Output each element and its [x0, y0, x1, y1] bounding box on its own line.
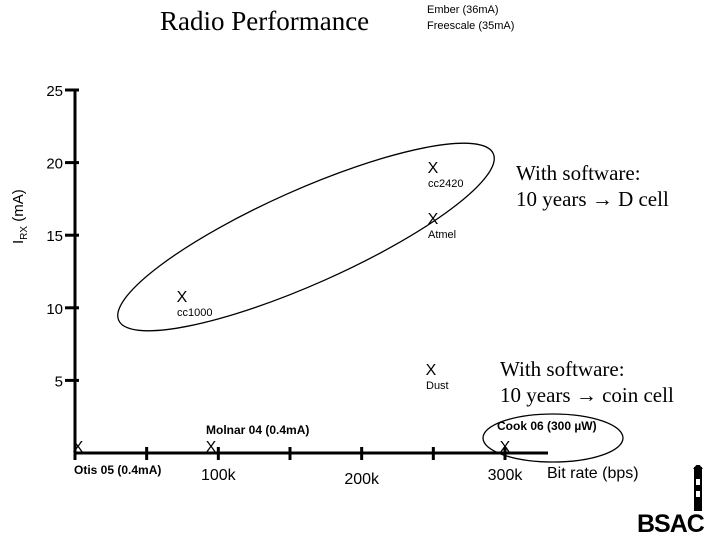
- data-point-label: Cook 06 (300 µW): [497, 419, 597, 433]
- campanile-logo-icon: [693, 465, 703, 511]
- arrow-icon: →: [575, 383, 597, 407]
- data-points: X Otis 05 (0.4mA) X Molnar 04 (0.4mA) X Cook …: [73, 160, 597, 477]
- data-point-marker: X: [73, 439, 84, 456]
- data-point-label: cc2420: [428, 178, 463, 190]
- highlight-ellipse-cook06: [482, 413, 624, 463]
- legend-entry-freescale: Freescale (35mA): [427, 20, 515, 32]
- data-point-marker: X: [428, 160, 439, 177]
- data-point-label: cc1000: [177, 307, 212, 319]
- data-point-marker: X: [500, 439, 511, 456]
- data-point-marker: X: [177, 289, 188, 306]
- x-tick-labels: 100k 200k 300k: [201, 467, 523, 488]
- arrow-icon: →: [591, 187, 613, 211]
- note-d-cell: With software: 10 years → D cell: [516, 160, 669, 212]
- chart-title: Radio Performance: [160, 6, 370, 36]
- bsac-logo-text: BSAC: [637, 510, 705, 538]
- note-coin-cell: With software: 10 years → coin cell: [500, 356, 674, 408]
- legend-entry-ember: Ember (36mA): [427, 4, 499, 16]
- highlight-ellipse-cc-chips: [117, 142, 495, 332]
- x-tick-label: 200k: [344, 471, 380, 488]
- data-point-label: Dust: [426, 380, 449, 392]
- data-point-label: Otis 05 (0.4mA): [74, 463, 161, 477]
- y-tick-label: 5: [55, 373, 63, 390]
- note-coin-cell-line2: 10 years → coin cell: [500, 383, 674, 407]
- legend: Ember (36mA) Freescale (35mA): [427, 2, 514, 34]
- x-tick-label: 100k: [201, 467, 237, 484]
- x-axis-label: Bit rate (bps): [547, 465, 639, 482]
- note-d-cell-line2: 10 years → D cell: [516, 187, 669, 211]
- data-point-marker: X: [428, 211, 439, 228]
- y-tick-label: 10: [46, 301, 63, 318]
- y-tick-labels: 5 10 15 20 25: [46, 83, 63, 390]
- x-tick-label: 300k: [488, 467, 524, 484]
- y-tick-label: 20: [46, 156, 63, 173]
- y-tick-label: 15: [46, 228, 63, 245]
- note-d-cell-line1: With software:: [516, 161, 641, 185]
- y-tick-label: 25: [46, 83, 63, 100]
- data-point-marker: X: [426, 362, 437, 379]
- data-point-marker: X: [206, 439, 217, 456]
- axes: [65, 88, 548, 460]
- y-axis-label: IRX (mA): [10, 189, 30, 244]
- note-coin-cell-line1: With software:: [500, 357, 625, 381]
- data-point-label: Atmel: [428, 229, 456, 241]
- highlight-ellipses: [117, 142, 624, 463]
- data-point-label: Molnar 04 (0.4mA): [206, 423, 309, 437]
